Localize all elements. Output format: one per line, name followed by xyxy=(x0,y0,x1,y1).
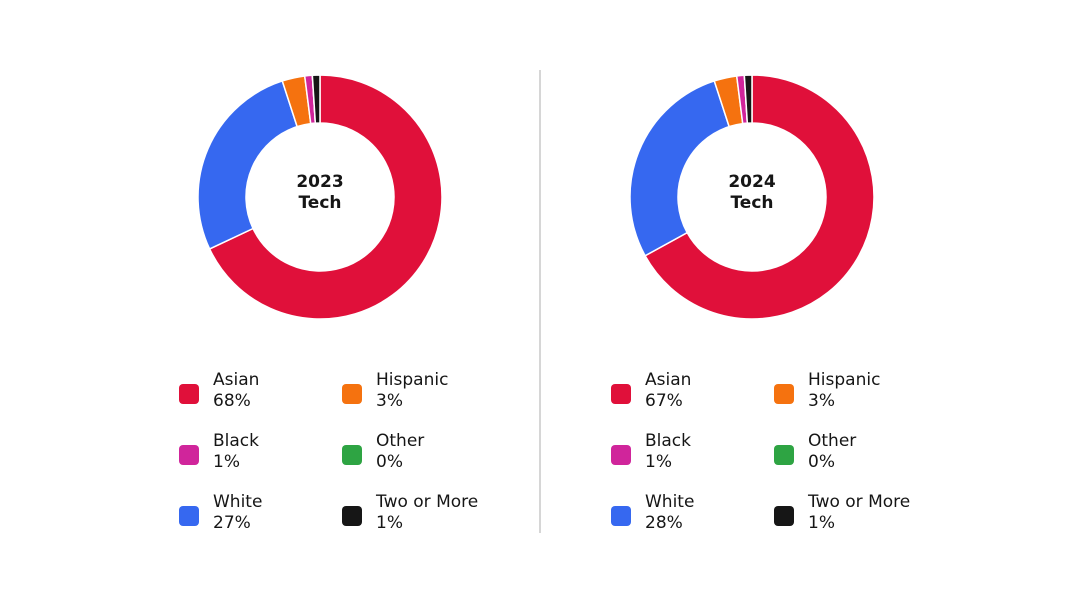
legend-label: Two or More xyxy=(375,492,478,512)
value-label: 27% xyxy=(213,513,251,533)
legend-label: Black xyxy=(213,431,259,451)
legend-swatch xyxy=(342,445,362,465)
value-label: 28% xyxy=(645,513,683,533)
legend-label: Two or More xyxy=(807,492,910,512)
legend-label: White xyxy=(645,492,694,512)
legend-label: Asian xyxy=(645,370,691,390)
value-label: 1% xyxy=(808,513,835,533)
legend-swatch xyxy=(342,506,362,526)
legend-swatch xyxy=(342,384,362,404)
legend-label: Hispanic xyxy=(376,370,448,390)
center-subtitle: Tech xyxy=(730,193,773,213)
legend-swatch xyxy=(611,445,631,465)
legend-swatch xyxy=(774,384,794,404)
legend-label: Asian xyxy=(213,370,259,390)
legend-label: White xyxy=(213,492,262,512)
legend-swatch xyxy=(611,384,631,404)
legend-label: Other xyxy=(808,431,856,451)
donut-slice xyxy=(629,80,731,257)
value-label: 67% xyxy=(645,391,683,411)
value-label: 68% xyxy=(213,391,251,411)
value-label: 1% xyxy=(213,452,240,472)
legend-label: Hispanic xyxy=(808,370,880,390)
legend-label: Other xyxy=(376,431,424,451)
value-label: 3% xyxy=(376,391,403,411)
center-title: 2024 xyxy=(728,172,775,192)
value-label: 0% xyxy=(808,452,835,472)
legend-swatch xyxy=(179,384,199,404)
value-label: 0% xyxy=(376,452,403,472)
donut-slice xyxy=(197,80,299,250)
center-subtitle: Tech xyxy=(298,193,341,213)
donut-slice xyxy=(743,74,753,124)
donut-slice xyxy=(208,74,443,320)
legend-label: Black xyxy=(645,431,691,451)
donut-slice xyxy=(644,74,875,320)
legend-swatch xyxy=(774,445,794,465)
value-label: 3% xyxy=(808,391,835,411)
legend-swatch xyxy=(611,506,631,526)
legend-swatch xyxy=(179,506,199,526)
donut-slice xyxy=(311,74,321,124)
center-title: 2023 xyxy=(296,172,343,192)
legend-swatch xyxy=(179,445,199,465)
value-label: 1% xyxy=(645,452,672,472)
legend-swatch xyxy=(774,506,794,526)
value-label: 1% xyxy=(376,513,403,533)
